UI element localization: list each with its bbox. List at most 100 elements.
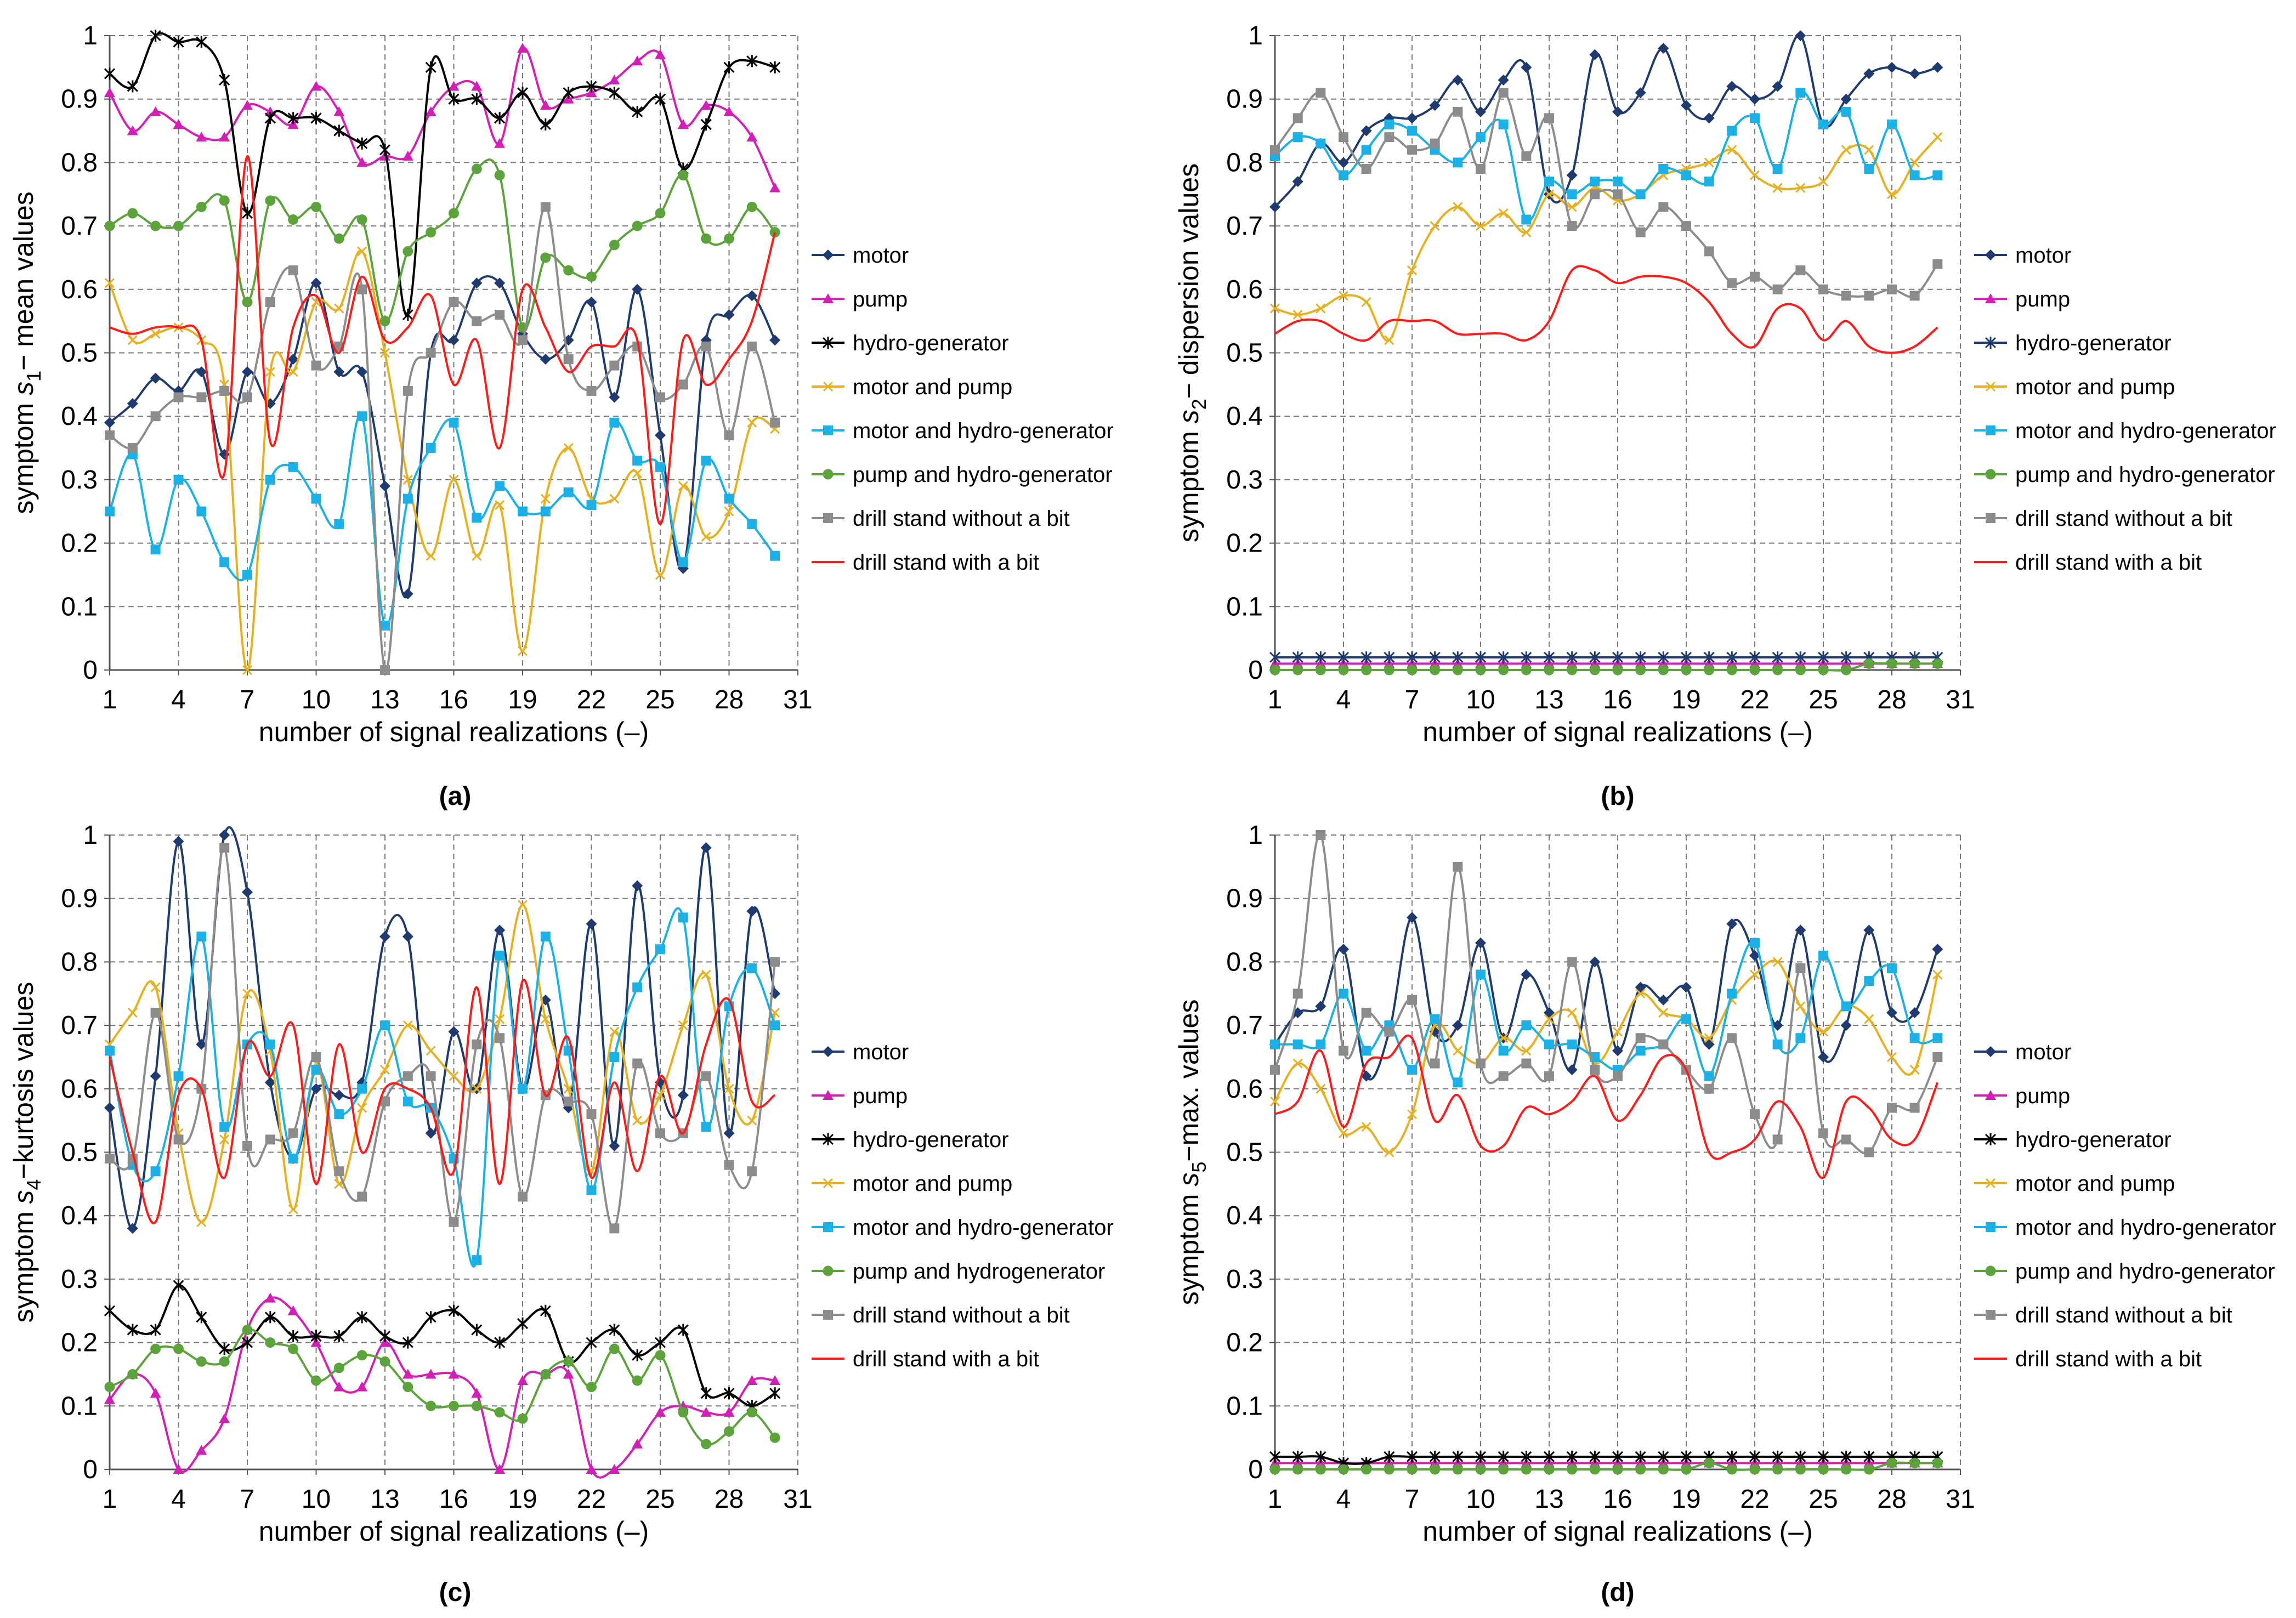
data-point (402, 1020, 413, 1031)
data-point (540, 100, 551, 110)
data-point (1521, 61, 1532, 73)
data-point (1384, 1464, 1394, 1475)
x-tick-label: 31 (783, 1485, 812, 1514)
series-motor-and-hydro-generator (1270, 88, 1943, 225)
data-point (1498, 88, 1509, 98)
data-point (1795, 1001, 1806, 1012)
data-point (356, 157, 368, 167)
legend: motor pump hydro-generator motor and pump mo… (1974, 243, 2276, 575)
data-point (655, 392, 665, 402)
series-line (1274, 265, 1938, 354)
data-point (1521, 1464, 1532, 1475)
data-point (1453, 202, 1463, 212)
data-point (219, 1122, 230, 1132)
y-axis-title: symptom s5−max. values (1173, 1000, 1210, 1305)
data-point (402, 588, 413, 600)
y-tick-label: 0.6 (61, 1075, 98, 1104)
data-point (1864, 976, 1874, 986)
legend-label: motor and hydro-generator (2015, 1216, 2276, 1240)
data-point (1635, 651, 1646, 663)
y-tick-label: 0.1 (61, 592, 98, 621)
x-axis-title: number of signal realizations (–) (1422, 1516, 1812, 1547)
panel-label: (b) (1601, 782, 1634, 811)
data-point (1795, 924, 1806, 936)
data-point (586, 271, 597, 282)
data-point (1498, 665, 1509, 675)
data-point (1612, 665, 1623, 675)
data-point (379, 1065, 390, 1075)
legend-marker (823, 381, 834, 392)
panel-label: (d) (1601, 1578, 1634, 1607)
data-point (1635, 227, 1646, 237)
x-axis-title: number of signal realizations (–) (259, 1516, 649, 1547)
y-tick-label: 0 (1248, 656, 1263, 685)
data-point (1726, 1450, 1738, 1463)
x-tick-label: 25 (645, 685, 674, 714)
data-point (655, 49, 666, 59)
data-point (471, 93, 483, 105)
data-point (632, 880, 643, 892)
data-point (1339, 1046, 1348, 1056)
data-point (655, 1406, 666, 1417)
series-hydro-generator (1269, 651, 1943, 663)
data-point (769, 1432, 780, 1443)
data-point (1407, 912, 1418, 923)
data-point (1430, 665, 1441, 675)
data-point (746, 201, 757, 212)
data-point (1749, 651, 1761, 663)
legend-label: motor and pump (853, 375, 1012, 399)
data-point (425, 106, 436, 116)
data-point (242, 1324, 253, 1335)
data-point (472, 1083, 482, 1094)
data-point (1818, 1051, 1829, 1063)
data-point (609, 1324, 620, 1336)
data-point (471, 1324, 483, 1336)
data-point (196, 1217, 207, 1227)
data-point (1841, 106, 1851, 117)
data-point (1681, 100, 1692, 111)
data-point (310, 1083, 322, 1094)
data-point (310, 81, 322, 91)
data-point (1338, 291, 1349, 301)
data-point (494, 112, 506, 124)
y-tick-label: 0.5 (1226, 339, 1263, 368)
data-point (701, 969, 711, 980)
data-point (655, 944, 665, 955)
data-point (1498, 208, 1509, 219)
data-point (196, 1445, 207, 1455)
data-point (1704, 1083, 1714, 1094)
series-line (109, 1284, 776, 1407)
data-point (264, 1292, 276, 1303)
data-point (724, 1426, 734, 1437)
data-point (1772, 1020, 1783, 1031)
data-point (518, 506, 528, 516)
data-point (723, 106, 735, 116)
data-point (609, 493, 620, 504)
data-point (632, 1438, 643, 1449)
series-motor-and-pump (1269, 957, 1943, 1157)
data-point (104, 67, 116, 80)
data-point (678, 481, 688, 491)
data-point (609, 1223, 620, 1234)
data-point (310, 112, 322, 124)
data-point (1361, 1007, 1371, 1018)
data-point (1818, 177, 1829, 187)
data-point (426, 443, 436, 453)
legend-marker (1985, 1090, 1996, 1100)
data-point (242, 887, 253, 898)
series-motor (1269, 30, 1943, 213)
data-point (1590, 189, 1600, 200)
legend-label: drill stand with a bit (853, 550, 1039, 575)
data-point (1476, 163, 1486, 174)
data-point (471, 1400, 482, 1411)
data-point (1795, 30, 1806, 41)
x-tick-label: 7 (240, 685, 255, 714)
data-point (655, 570, 666, 580)
legend-marker (1985, 337, 1997, 349)
data-point (1430, 1464, 1441, 1475)
series-motor (104, 826, 781, 1234)
data-point (471, 1388, 483, 1398)
series-line (1274, 34, 1938, 208)
series-drill-stand-without-a-bit (1270, 88, 1943, 301)
data-point (1339, 170, 1348, 180)
